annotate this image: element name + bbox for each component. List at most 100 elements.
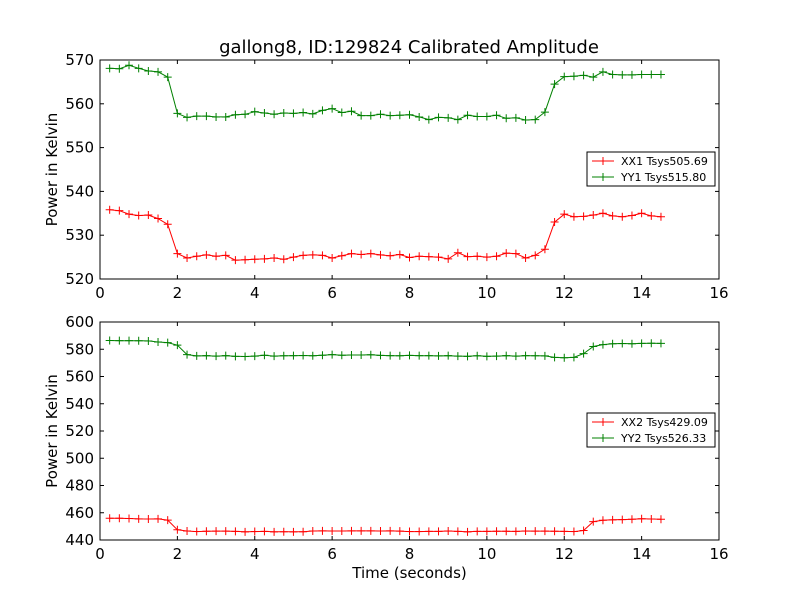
data-point bbox=[376, 250, 385, 259]
y-tick-label: 520 bbox=[65, 422, 94, 440]
data-point bbox=[192, 252, 201, 261]
data-point bbox=[202, 351, 211, 360]
data-point bbox=[618, 70, 627, 79]
data-point bbox=[415, 112, 424, 121]
data-point bbox=[318, 351, 327, 360]
data-point bbox=[328, 350, 337, 359]
data-point bbox=[482, 253, 491, 262]
data-point bbox=[579, 71, 588, 80]
data-point bbox=[540, 108, 549, 117]
data-point bbox=[289, 351, 298, 360]
data-point bbox=[656, 212, 665, 221]
data-point bbox=[318, 106, 327, 115]
data-point bbox=[308, 527, 317, 536]
data-point bbox=[125, 336, 134, 345]
data-point bbox=[656, 70, 665, 79]
data-point bbox=[270, 110, 279, 119]
series-1 bbox=[105, 205, 665, 265]
data-point bbox=[289, 253, 298, 262]
data-point bbox=[154, 338, 163, 347]
x-tick-label: 10 bbox=[477, 284, 496, 302]
data-point bbox=[144, 515, 153, 524]
data-point bbox=[183, 253, 192, 262]
y-tick-label: 580 bbox=[65, 340, 94, 358]
data-point bbox=[608, 339, 617, 348]
legend-label: YY2 Tsys526.33 bbox=[620, 432, 706, 445]
legend-label: YY1 Tsys515.80 bbox=[620, 171, 706, 184]
data-point bbox=[250, 527, 259, 536]
data-point bbox=[656, 339, 665, 348]
data-point bbox=[579, 526, 588, 535]
series-2 bbox=[105, 336, 665, 362]
data-point bbox=[154, 514, 163, 523]
data-point bbox=[540, 351, 549, 360]
data-point bbox=[337, 527, 346, 536]
series-line bbox=[109, 64, 661, 121]
data-point bbox=[308, 351, 317, 360]
data-point bbox=[589, 517, 598, 526]
data-point bbox=[289, 109, 298, 118]
data-point bbox=[289, 527, 298, 536]
data-point bbox=[366, 111, 375, 120]
data-point bbox=[608, 515, 617, 524]
data-point bbox=[221, 112, 230, 121]
y-tick-label: 560 bbox=[65, 95, 94, 113]
data-point bbox=[299, 108, 308, 117]
x-tick-label: 2 bbox=[173, 545, 183, 563]
data-point bbox=[115, 64, 124, 73]
data-point bbox=[366, 350, 375, 359]
data-point bbox=[125, 61, 134, 70]
data-point bbox=[328, 527, 337, 536]
x-tick-label: 6 bbox=[327, 284, 337, 302]
data-point bbox=[589, 211, 598, 220]
data-point bbox=[550, 353, 559, 362]
x-tick-label: 10 bbox=[477, 545, 496, 563]
data-point bbox=[434, 527, 443, 536]
legend-marker bbox=[599, 173, 607, 181]
data-point bbox=[473, 351, 482, 360]
data-point bbox=[173, 249, 182, 258]
legend-box bbox=[586, 412, 716, 448]
data-point bbox=[328, 104, 337, 113]
data-point bbox=[550, 218, 559, 227]
data-point bbox=[386, 351, 395, 360]
data-point bbox=[376, 527, 385, 536]
data-point bbox=[270, 527, 279, 536]
data-point bbox=[482, 352, 491, 361]
data-point bbox=[279, 255, 288, 264]
data-point bbox=[357, 350, 366, 359]
data-point bbox=[386, 526, 395, 535]
data-point bbox=[463, 352, 472, 361]
data-point bbox=[105, 514, 114, 523]
data-point bbox=[444, 351, 453, 360]
data-point bbox=[221, 527, 230, 536]
data-point bbox=[173, 109, 182, 118]
data-point bbox=[173, 341, 182, 350]
data-point bbox=[173, 525, 182, 534]
data-point bbox=[589, 73, 598, 82]
data-point bbox=[105, 64, 114, 73]
data-point bbox=[560, 72, 569, 81]
data-point bbox=[444, 113, 453, 122]
data-point bbox=[453, 352, 462, 361]
y-tick-label: 540 bbox=[65, 182, 94, 200]
data-point bbox=[492, 111, 501, 120]
data-point bbox=[415, 351, 424, 360]
y-tick-label: 600 bbox=[65, 313, 94, 331]
y-tick-label: 540 bbox=[65, 395, 94, 413]
data-point bbox=[531, 251, 540, 260]
data-point bbox=[183, 113, 192, 122]
data-point bbox=[134, 211, 143, 220]
x-tick-label: 16 bbox=[709, 284, 728, 302]
data-point bbox=[540, 245, 549, 254]
data-point bbox=[357, 250, 366, 259]
data-point bbox=[415, 527, 424, 536]
data-point bbox=[154, 214, 163, 223]
data-point bbox=[473, 252, 482, 261]
data-point bbox=[473, 527, 482, 536]
data-point bbox=[241, 255, 250, 264]
data-point bbox=[202, 250, 211, 259]
data-point bbox=[511, 352, 520, 361]
